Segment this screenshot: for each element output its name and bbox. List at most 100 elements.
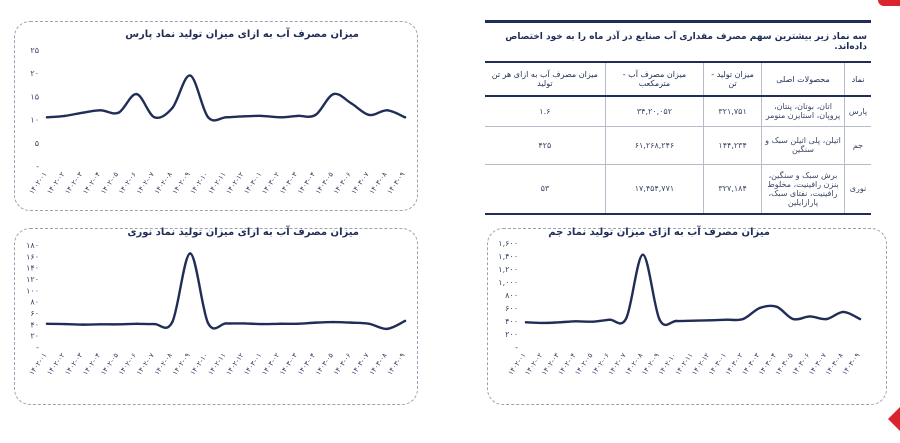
data-point <box>641 253 645 256</box>
data-point <box>792 317 795 321</box>
data-point <box>260 114 263 118</box>
data-point <box>117 323 120 326</box>
cell-water-usage: ۳۴,۲۰,۰۵۲ <box>604 96 704 127</box>
y-tick-label: ۲۵ <box>30 46 39 55</box>
data-point <box>153 116 156 119</box>
table-row: پارس اتان، بوتان، پنتان، پروپان، استایرن… <box>485 96 871 127</box>
data-point <box>135 322 138 325</box>
data-point <box>658 318 661 321</box>
data-point <box>224 116 228 119</box>
series-line <box>524 253 862 327</box>
data-point <box>242 322 246 325</box>
y-tick-label: ۴۰ <box>30 320 39 329</box>
table-row: جم اتیلن، پلی اتیلن سبک و سنگین ۱۴۴,۲۳۴ … <box>485 126 871 165</box>
header-symbol: نماد <box>844 61 871 97</box>
data-point <box>314 321 317 324</box>
header-production: میزان تولید - تن <box>703 61 762 97</box>
x-tick-label: ۱۴۰۳-۰۹ <box>841 351 862 376</box>
cell-water-per-ton: ۴۲۵ <box>485 126 606 165</box>
y-tick-label: - <box>36 162 39 171</box>
y-tick-label: ۶۰۰ <box>505 304 518 313</box>
x-tick-label: ۱۴۰۳-۰۹ <box>386 351 407 376</box>
data-point <box>332 320 335 324</box>
data-point <box>675 319 678 323</box>
data-point <box>63 322 67 326</box>
cell-water-per-ton: ۱.۶ <box>485 96 606 127</box>
y-tick-label: ۱۶۰ <box>26 252 39 261</box>
y-tick-label: ۸۰۰ <box>505 291 518 300</box>
y-tick-label: ۵ <box>35 139 39 148</box>
data-point <box>296 114 299 118</box>
data-point <box>741 317 745 321</box>
data-point <box>153 322 156 326</box>
y-tick-label: ۱,۴۰۰ <box>498 252 518 261</box>
data-point <box>189 252 192 255</box>
data-point <box>206 116 210 119</box>
data-point <box>591 320 594 323</box>
cell-production: ۳۲۱,۷۵۱ <box>703 96 762 127</box>
y-tick-label: ۱۵ <box>30 92 39 101</box>
data-point <box>45 322 49 325</box>
header-water-per-ton: میزان مصرف آب به ازای هر تن تولید <box>485 61 606 97</box>
data-point <box>558 321 561 324</box>
y-tick-label: ۸۰ <box>30 298 39 307</box>
cell-symbol: جم <box>844 126 871 165</box>
data-point <box>171 320 174 324</box>
data-point <box>224 322 228 325</box>
data-point <box>81 111 85 114</box>
data-point <box>691 319 695 322</box>
y-tick-label: ۱۲۰ <box>26 275 39 284</box>
cell-products: اتان، بوتان، پنتان، پروپان، استایرن منوم… <box>761 96 845 127</box>
data-point <box>260 322 263 326</box>
data-point <box>625 317 628 320</box>
table-caption: سه نماد زیر بیشترین سهم مصرف مقداری آب ص… <box>485 20 871 61</box>
chart-card-jam: میزان مصرف آب به ازای میزان تولید نماد ج… <box>487 227 887 405</box>
chart-card-nouri: میزان مصرف آب به ازای میزان تولید نماد ن… <box>14 227 418 405</box>
data-point <box>350 321 353 324</box>
data-point <box>81 323 85 326</box>
data-point <box>99 323 102 326</box>
line-chart-jam: -۲۰۰۴۰۰۶۰۰۸۰۰۱,۰۰۰۱,۲۰۰۱,۴۰۰۱,۶۰۰۱۴۰۲-۰۱… <box>498 239 862 377</box>
y-tick-label: - <box>36 343 39 352</box>
series-line <box>45 74 407 122</box>
y-tick-label: ۱,۰۰۰ <box>498 278 518 287</box>
y-tick-label: ۲۰ <box>30 69 39 78</box>
chart-title-nouri: میزان مصرف آب به ازای میزان تولید نماد ن… <box>127 227 359 238</box>
data-point <box>858 317 862 321</box>
cell-symbol: پارس <box>844 96 871 127</box>
y-tick-label: - <box>515 343 518 352</box>
data-point <box>368 322 371 325</box>
data-point <box>296 322 299 325</box>
data-point <box>368 113 371 117</box>
cell-water-usage: ۱۷,۴۵۴,۷۷۱ <box>604 164 704 215</box>
data-point <box>171 106 174 110</box>
data-point <box>385 109 389 112</box>
cell-production: ۱۴۴,۲۳۴ <box>703 126 762 165</box>
data-point <box>608 318 611 321</box>
data-point <box>403 319 407 323</box>
data-point <box>725 318 728 321</box>
y-tick-label: ۱۰۰ <box>26 286 39 295</box>
header-water-usage: میزان مصرف آب - مترمکعب <box>604 61 704 97</box>
y-tick-label: ۱۸۰ <box>26 241 39 250</box>
data-point <box>332 92 335 96</box>
y-tick-label: ۱۴۰ <box>26 264 39 273</box>
data-point <box>135 92 138 96</box>
data-point <box>242 115 246 118</box>
cell-products: اتیلن، پلی اتیلن سبک و سنگین <box>761 126 845 165</box>
water-usage-table: نماد محصولات اصلی میزان تولید - تن میزان… <box>485 61 871 215</box>
data-point <box>278 322 281 325</box>
corner-decoration-bottom <box>888 407 900 431</box>
data-point <box>708 319 711 322</box>
corner-decoration-top <box>878 0 900 6</box>
series-line <box>45 252 407 331</box>
data-point <box>808 315 812 318</box>
data-point <box>117 111 120 114</box>
y-tick-label: ۲۰ <box>30 332 39 341</box>
chart-title-jam: میزان مصرف آب به ازای میزان تولید نماد ج… <box>548 227 770 238</box>
data-point <box>99 109 102 112</box>
cell-symbol: نوری <box>844 164 871 215</box>
y-tick-label: ۱۰ <box>30 116 39 125</box>
data-point <box>574 320 578 323</box>
water-usage-table-section: سه نماد زیر بیشترین سهم مصرف مقداری آب ص… <box>485 20 871 215</box>
